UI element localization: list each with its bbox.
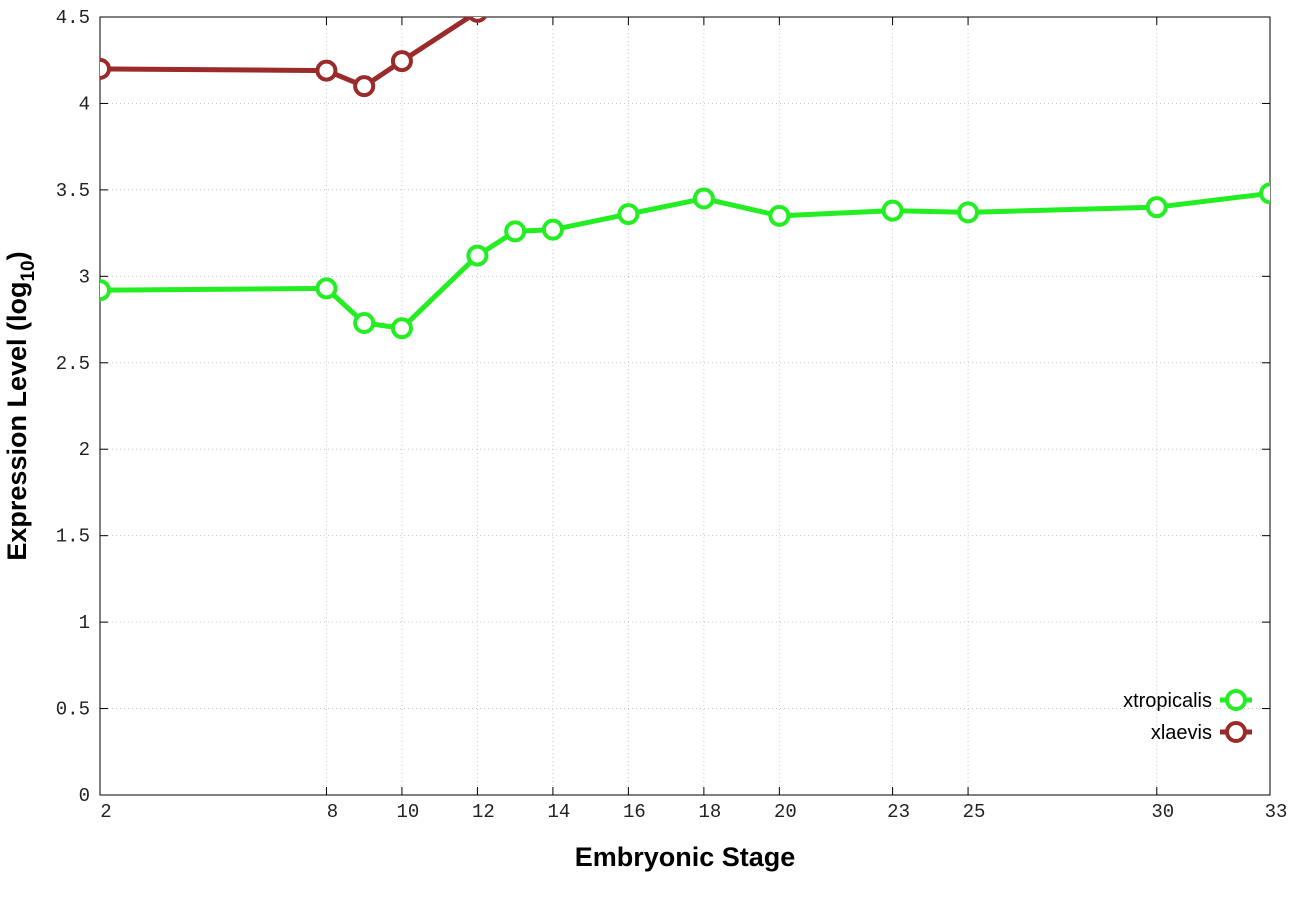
x-axis-label: Embryonic Stage bbox=[575, 842, 796, 872]
y-tick-label: 1.5 bbox=[56, 526, 90, 548]
x-tick-label: 20 bbox=[774, 801, 797, 823]
x-tick-label: 25 bbox=[963, 801, 986, 823]
point bbox=[1145, 196, 1168, 219]
y-label-main: Expression Level (log bbox=[2, 282, 32, 561]
y-axis-label: Expression Level (log10) bbox=[2, 251, 39, 560]
point bbox=[467, 17, 488, 23]
x-tick-label: 14 bbox=[547, 801, 570, 823]
x-tick-label: 23 bbox=[887, 801, 910, 823]
point bbox=[504, 220, 527, 243]
x-tick-label: 16 bbox=[623, 801, 646, 823]
point bbox=[466, 244, 489, 267]
point bbox=[390, 317, 413, 340]
x-tick-label: 8 bbox=[327, 801, 338, 823]
point bbox=[353, 75, 376, 98]
point bbox=[692, 187, 715, 210]
line bbox=[100, 190, 1270, 331]
y-tick-label: 4 bbox=[79, 93, 90, 115]
plot-frame bbox=[99, 16, 1271, 796]
y-tick-label: 3 bbox=[79, 266, 90, 288]
y-tick-label: 2 bbox=[79, 439, 90, 461]
legend-marker bbox=[1225, 689, 1247, 711]
point bbox=[390, 50, 413, 73]
y-tick-label: 1 bbox=[79, 612, 90, 634]
y-tick-label: 2.5 bbox=[56, 353, 90, 375]
y-tick-label: 0.5 bbox=[56, 699, 90, 721]
point bbox=[100, 279, 111, 302]
point bbox=[617, 203, 640, 226]
legend-label: xtropicalis bbox=[1123, 690, 1212, 712]
y-tick-label: 4.5 bbox=[56, 7, 90, 29]
point bbox=[1259, 182, 1270, 205]
series bbox=[100, 182, 1270, 340]
legend-marker bbox=[1225, 721, 1247, 743]
point bbox=[541, 218, 564, 241]
x-tick-label: 33 bbox=[1265, 801, 1288, 823]
x-tick-label: 18 bbox=[698, 801, 721, 823]
point bbox=[315, 277, 338, 300]
point bbox=[881, 199, 904, 222]
y-tick-label: 0 bbox=[79, 785, 90, 807]
y-label-sub: 10 bbox=[18, 260, 39, 281]
x-tick-label: 12 bbox=[472, 801, 495, 823]
line bbox=[100, 17, 475, 89]
legend-label: xlaevis bbox=[1151, 722, 1212, 744]
x-tick-label: 2 bbox=[100, 801, 111, 823]
point bbox=[353, 312, 376, 335]
point bbox=[957, 201, 980, 224]
point bbox=[315, 59, 338, 82]
x-tick-label: 10 bbox=[397, 801, 420, 823]
point bbox=[768, 204, 791, 227]
series bbox=[100, 17, 488, 98]
y-label-end: ) bbox=[2, 251, 32, 260]
x-tick-label: 30 bbox=[1151, 801, 1174, 823]
point bbox=[100, 57, 111, 80]
y-tick-label: 3.5 bbox=[56, 180, 90, 202]
